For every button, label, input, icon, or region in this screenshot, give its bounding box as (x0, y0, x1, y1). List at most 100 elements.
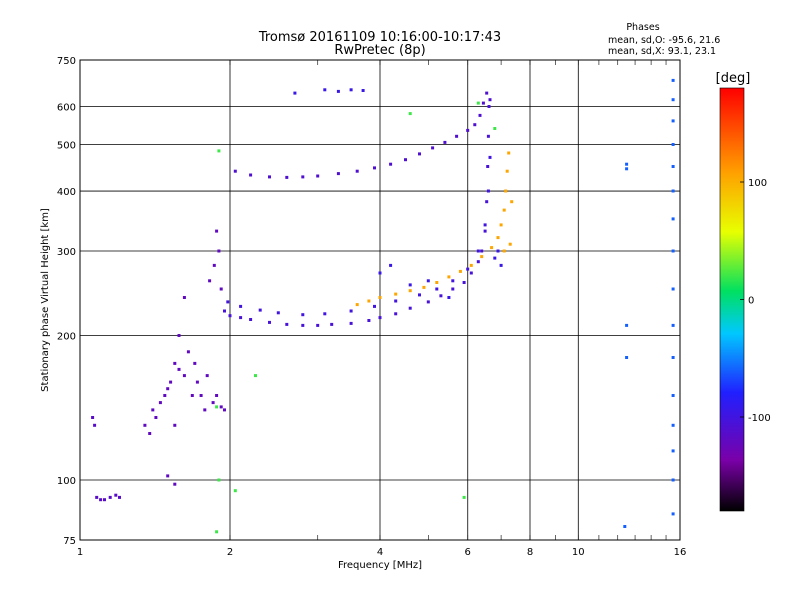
y-tick-label: 200 (57, 332, 76, 343)
echo-point (469, 263, 473, 267)
echo-point (480, 255, 484, 259)
colorbar-tick-label: 0 (748, 296, 754, 307)
echo-point (422, 285, 426, 289)
echo-point (455, 134, 459, 138)
echo-point (190, 394, 194, 397)
echo-point (476, 101, 480, 105)
echo-point (490, 246, 494, 250)
echo-point (466, 267, 470, 271)
echo-point (373, 304, 376, 308)
echo-point (671, 449, 675, 453)
y-axis-label: Stationary phase Virtual Height [km] (40, 208, 51, 392)
echo-point (268, 175, 271, 179)
echo-point (435, 281, 439, 284)
phases-x-stats: mean, sd,X: 93.1, 23.1 (608, 46, 716, 57)
x-tick-label: 16 (674, 547, 687, 558)
echo-point (173, 482, 177, 486)
echo-point (378, 316, 382, 320)
echo-point (485, 200, 489, 204)
echo-point (496, 236, 500, 240)
echo-point (671, 323, 675, 327)
echo-points (91, 78, 675, 534)
echo-point (118, 495, 121, 499)
x-tick-label: 1 (77, 547, 83, 558)
echo-point (625, 356, 629, 359)
x-tick-label: 10 (572, 547, 585, 558)
echo-point (254, 374, 257, 378)
echo-point (443, 140, 447, 144)
echo-point (148, 432, 152, 435)
echo-point (215, 394, 219, 397)
echo-point (486, 134, 490, 138)
echo-point (469, 271, 473, 275)
echo-point (671, 423, 675, 427)
echo-point (361, 89, 365, 92)
echo-point (625, 323, 629, 327)
echo-point (418, 152, 421, 156)
grid-lines (80, 60, 680, 540)
echo-point (488, 155, 492, 159)
y-tick-label: 100 (57, 476, 76, 487)
echo-point (378, 296, 382, 299)
echo-point (499, 223, 503, 227)
x-tick-label: 6 (465, 547, 471, 558)
echo-point (462, 281, 466, 284)
echo-point (418, 293, 421, 297)
y-tick-label: 300 (57, 247, 76, 258)
y-tick-label: 750 (57, 56, 76, 67)
x-tick-label: 8 (527, 547, 533, 558)
x-tick-label: 4 (377, 547, 383, 558)
echo-point (502, 208, 506, 212)
echo-point (163, 394, 167, 397)
echo-point (671, 249, 675, 253)
echo-point (451, 279, 455, 283)
echo-point (173, 423, 177, 427)
x-axis: 1 2 4 6 8 10 16 (77, 60, 687, 558)
echo-point (505, 169, 509, 173)
echo-point (301, 175, 305, 179)
echo-point (508, 242, 512, 246)
echo-point (349, 88, 353, 92)
echo-point (478, 113, 482, 117)
colorbar-label: [deg] (716, 71, 751, 86)
echo-point (330, 322, 334, 326)
echo-point (625, 162, 629, 166)
echo-point (378, 271, 382, 275)
echo-point (285, 322, 289, 326)
echo-point (95, 495, 99, 499)
echo-point (223, 309, 226, 313)
echo-point (476, 260, 480, 264)
echo-point (239, 316, 243, 320)
echo-point (217, 249, 221, 253)
echo-point (671, 478, 675, 482)
echo-point (215, 229, 219, 233)
echo-point (169, 380, 173, 384)
echo-point (625, 167, 629, 171)
echo-point (671, 119, 675, 123)
echo-point (483, 223, 487, 227)
echo-point (408, 112, 412, 116)
echo-point (389, 162, 393, 166)
echo-point (476, 249, 480, 253)
echo-point (226, 300, 230, 304)
echo-point (336, 89, 340, 93)
echo-point (219, 287, 223, 291)
echo-point (431, 146, 435, 150)
echo-point (355, 303, 359, 307)
echo-point (486, 189, 490, 193)
echo-point (316, 174, 320, 178)
y-tick-label: 400 (57, 187, 76, 198)
echo-point (114, 493, 118, 497)
echo-point (481, 101, 485, 105)
echo-point (323, 88, 327, 92)
echo-point (239, 304, 243, 308)
echo-point (485, 91, 489, 95)
echo-point (211, 401, 215, 405)
echo-point (373, 166, 376, 170)
colorbar-ticks: 100 0 -100 (740, 178, 771, 424)
echo-point (203, 408, 207, 412)
phases-heading: Phases (626, 22, 659, 33)
echo-point (93, 423, 97, 427)
echo-point (493, 256, 497, 260)
